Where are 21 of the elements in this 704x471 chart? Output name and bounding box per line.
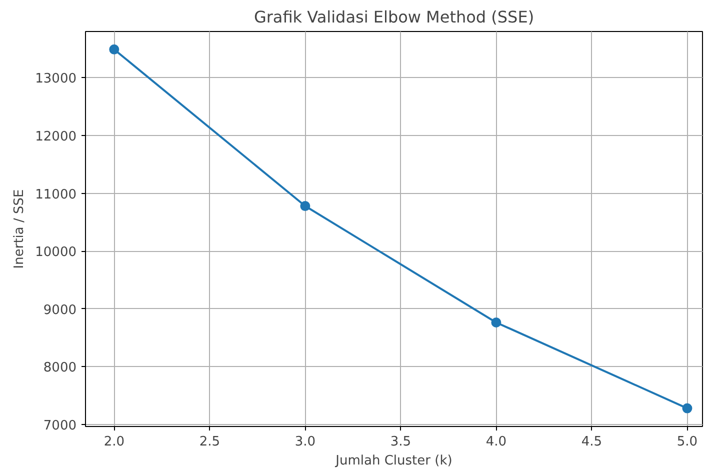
x-tick-label: 4.0 bbox=[486, 434, 507, 450]
y-tick-label: 8000 bbox=[43, 360, 77, 376]
x-tick-label: 5.0 bbox=[676, 434, 698, 450]
y-axis-title: Inertia / SSE bbox=[12, 189, 28, 269]
y-tick-label: 13000 bbox=[35, 72, 77, 87]
y-tick-label: 11000 bbox=[35, 187, 77, 202]
y-tick-label: 12000 bbox=[35, 130, 77, 145]
y-tick-label: 9000 bbox=[43, 302, 77, 318]
point bbox=[109, 44, 120, 54]
x-tick-label: 2.0 bbox=[104, 434, 125, 450]
x-tick-label: 2.5 bbox=[199, 434, 220, 450]
point bbox=[682, 403, 692, 414]
y-tick-label: 10000 bbox=[35, 245, 77, 260]
x-axis-title: Jumlah Cluster (k) bbox=[334, 454, 452, 468]
x-tick-label: 4.5 bbox=[581, 434, 602, 450]
point bbox=[491, 317, 502, 328]
y-tick-label: 7000 bbox=[43, 418, 77, 434]
point bbox=[300, 201, 310, 212]
x-tick-label: 3.0 bbox=[294, 434, 316, 450]
chart-title: Grafik Validasi Elbow Method (SSE) bbox=[254, 8, 534, 26]
x-tick-label: 3.5 bbox=[390, 434, 412, 450]
